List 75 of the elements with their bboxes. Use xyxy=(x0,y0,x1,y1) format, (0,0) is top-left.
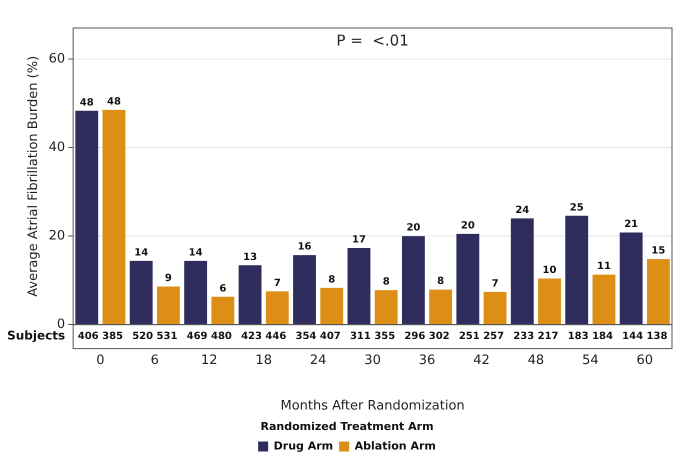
x-tick-label: 6 xyxy=(150,352,159,368)
y-axis-title: Average Atrial Fibrillation Burden (%) xyxy=(26,56,42,297)
text: 233 217 xyxy=(513,331,559,342)
bar xyxy=(348,248,370,324)
data-label: 17 xyxy=(352,234,366,246)
bar xyxy=(374,290,398,324)
x-tick-label: 36 xyxy=(418,352,436,368)
bar xyxy=(565,216,588,324)
bar xyxy=(429,290,452,324)
data-label: 20 xyxy=(460,220,475,232)
text: 183 184 xyxy=(568,331,613,342)
bar xyxy=(510,218,534,324)
data-label: 13 xyxy=(243,252,258,263)
text: 520 531 xyxy=(132,331,178,342)
data-label: 25 xyxy=(570,202,584,214)
data-label: 48 xyxy=(107,96,121,108)
chart-title: P = <.01 xyxy=(336,31,409,50)
data-label: 21 xyxy=(624,219,638,230)
legend-label: Ablation Arm xyxy=(354,439,436,452)
bar xyxy=(130,260,153,324)
bar xyxy=(238,265,262,324)
x-tick-label: 30 xyxy=(364,352,381,368)
data-label: 14 xyxy=(134,247,148,258)
text: 423 446 xyxy=(241,331,286,342)
bar xyxy=(484,292,506,324)
y-tick-label: 60 xyxy=(48,51,66,66)
x-tick-label: 42 xyxy=(473,352,490,368)
text: 144 138 xyxy=(622,331,668,342)
y-tick-label: 20 xyxy=(48,228,66,244)
bar xyxy=(266,291,289,324)
bar xyxy=(646,259,670,324)
x-tick-label: 60 xyxy=(636,352,654,368)
data-label: 6 xyxy=(219,283,226,294)
text: 406 385 xyxy=(78,331,124,342)
x-tick-label: 12 xyxy=(200,352,218,368)
data-label: 7 xyxy=(492,278,499,290)
data-label: 16 xyxy=(298,242,312,253)
bar xyxy=(211,296,234,324)
x-tick-label: 0 xyxy=(96,352,105,368)
legend-title: Randomized Treatment Arm xyxy=(260,420,434,434)
data-label: 8 xyxy=(328,274,336,286)
data-label: 11 xyxy=(596,261,611,272)
data-label: 20 xyxy=(406,222,420,234)
text: 251 257 xyxy=(458,331,504,342)
text: 311 355 xyxy=(350,331,396,342)
data-label: 8 xyxy=(437,276,444,288)
y-tick-label: 40 xyxy=(48,140,66,155)
bar xyxy=(184,260,208,324)
data-label: 15 xyxy=(651,246,666,257)
bar xyxy=(538,278,561,324)
bar xyxy=(620,232,643,324)
legend-label: Drug Arm xyxy=(274,439,334,452)
x-axis-title: Months After Randomization xyxy=(280,398,465,414)
bar xyxy=(293,255,316,324)
data-label: 7 xyxy=(274,278,281,289)
x-tick-label: 48 xyxy=(528,352,544,368)
bar xyxy=(75,110,98,324)
data-label: 48 xyxy=(80,97,94,108)
text: 354 407 xyxy=(296,331,341,342)
data-label: 24 xyxy=(515,204,530,216)
text: 296 302 xyxy=(404,331,450,342)
bar xyxy=(402,236,425,324)
bar xyxy=(456,234,480,324)
x-tick-label: 24 xyxy=(310,352,326,368)
x-tick-label: 18 xyxy=(255,352,272,368)
bar xyxy=(156,286,180,324)
bar xyxy=(592,274,616,324)
data-label: 14 xyxy=(188,247,203,258)
data-label: 8 xyxy=(382,276,390,288)
bar xyxy=(102,110,126,324)
data-label: 9 xyxy=(164,273,172,284)
text: 469 480 xyxy=(186,331,232,342)
x-tick-label: 54 xyxy=(582,352,599,368)
data-label: 10 xyxy=(542,265,557,276)
bar xyxy=(320,288,344,324)
